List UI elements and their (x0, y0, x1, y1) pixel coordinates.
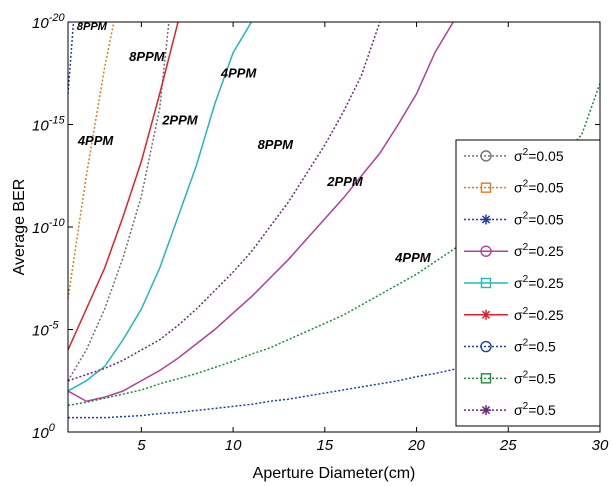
x-tick-label: 30 (592, 437, 609, 454)
legend-label: σ2=0.25 (514, 274, 564, 291)
y-tick-label: 10-5 (32, 320, 59, 340)
legend-marker (480, 150, 492, 162)
annotation-label: 4PPM (394, 250, 432, 265)
legend-marker (481, 405, 491, 416)
x-tick-label: 10 (225, 437, 242, 454)
legend: σ2=0.05 σ2=0.05 σ2=0.05 σ2=0.25 σ2=0.25 σ2=0.… (455, 139, 601, 427)
annotation-label: 8PPM (129, 49, 166, 64)
annotation-label: 8PPM (77, 21, 108, 33)
y-tick-label: 10-15 (32, 115, 65, 135)
legend-marker (481, 309, 491, 320)
y-tick-label: 100 (32, 422, 56, 442)
x-tick-label: 15 (316, 437, 333, 454)
legend-label: σ2=0.25 (514, 306, 564, 323)
series-5 (68, 22, 179, 351)
legend-label: σ2=0.25 (514, 242, 564, 259)
series-line (68, 22, 179, 351)
series-line (68, 22, 75, 94)
x-tick-label: 25 (499, 437, 517, 454)
series-3 (68, 22, 454, 403)
legend-label: σ2=0.05 (514, 210, 564, 227)
legend-label: σ2=0.5 (514, 401, 556, 418)
y-tick-label: 10-10 (32, 217, 65, 237)
series-line (68, 22, 170, 382)
legend-marker (480, 245, 492, 257)
series-0 (68, 22, 170, 382)
annotation-label: 4PPM (77, 133, 115, 148)
legend-marker (481, 214, 491, 225)
annotation-label: 2PPM (326, 174, 364, 189)
annotation-label: 4PPM (220, 65, 258, 80)
y-axis-title: Average BER (11, 179, 28, 276)
legend-marker (480, 340, 492, 353)
ticks-layer: 5 10 15 20 25 30 100 10-5 10-10 10-15 10-20 (32, 12, 609, 454)
y-tick-label: 10-20 (32, 12, 65, 32)
x-tick-label: 20 (407, 437, 425, 454)
series-line (68, 22, 381, 382)
legend-label: σ2=0.5 (514, 338, 556, 355)
series-2 (68, 22, 75, 94)
annotation-label: 2PPM (161, 113, 199, 128)
series-line (68, 22, 454, 403)
x-axis-title: Aperture Diameter(cm) (253, 465, 416, 482)
legend-label: σ2=0.05 (514, 147, 564, 164)
legend-label: σ2=0.05 (514, 179, 564, 196)
x-tick-label: 5 (137, 437, 146, 454)
series-line (68, 22, 115, 299)
legend-label: σ2=0.5 (514, 369, 556, 386)
annotation-label: 8PPM (258, 137, 295, 152)
series-8 (68, 22, 381, 382)
series-1 (68, 22, 115, 299)
legend-marker (480, 277, 492, 289)
legend-marker (480, 373, 492, 384)
legend-marker (480, 182, 492, 193)
